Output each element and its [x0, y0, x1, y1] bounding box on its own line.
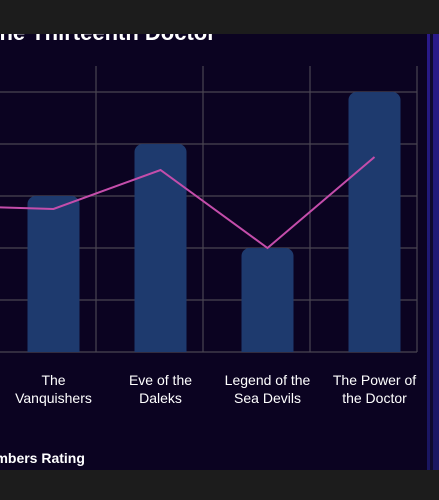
bar-line-chart: The Vanquishers Eve of the Daleks Legend of …: [0, 66, 418, 406]
bottom-bar: [0, 470, 439, 500]
chart-card: The Thirteenth Doctor The Vanquishers Eve …: [0, 34, 427, 470]
bar: [241, 248, 294, 352]
bar-base: [134, 342, 187, 352]
x-tick-label: Legend of the: [225, 372, 311, 388]
bar: [348, 92, 401, 352]
top-bar: [0, 0, 439, 34]
x-tick-label: The: [41, 372, 65, 388]
right-scroll-edge: [427, 34, 439, 470]
line-series: [0, 156, 376, 250]
bar: [27, 196, 80, 352]
chart-legend: Members Rating: [0, 450, 85, 466]
x-tick-label: The Power of: [333, 372, 416, 388]
x-tick-label: the Doctor: [342, 390, 407, 406]
legend-label: Members Rating: [0, 450, 85, 466]
x-tick-label: Sea Devils: [234, 390, 301, 406]
chart-title: The Thirteenth Doctor: [0, 34, 216, 46]
x-tick-label: Vanquishers: [15, 390, 92, 406]
x-tick-label: Daleks: [139, 390, 182, 406]
bar: [134, 144, 187, 352]
bar-base: [27, 342, 80, 352]
x-tick-label: Eve of the: [129, 372, 192, 388]
bar-base: [348, 342, 401, 352]
bar-base: [241, 342, 294, 352]
